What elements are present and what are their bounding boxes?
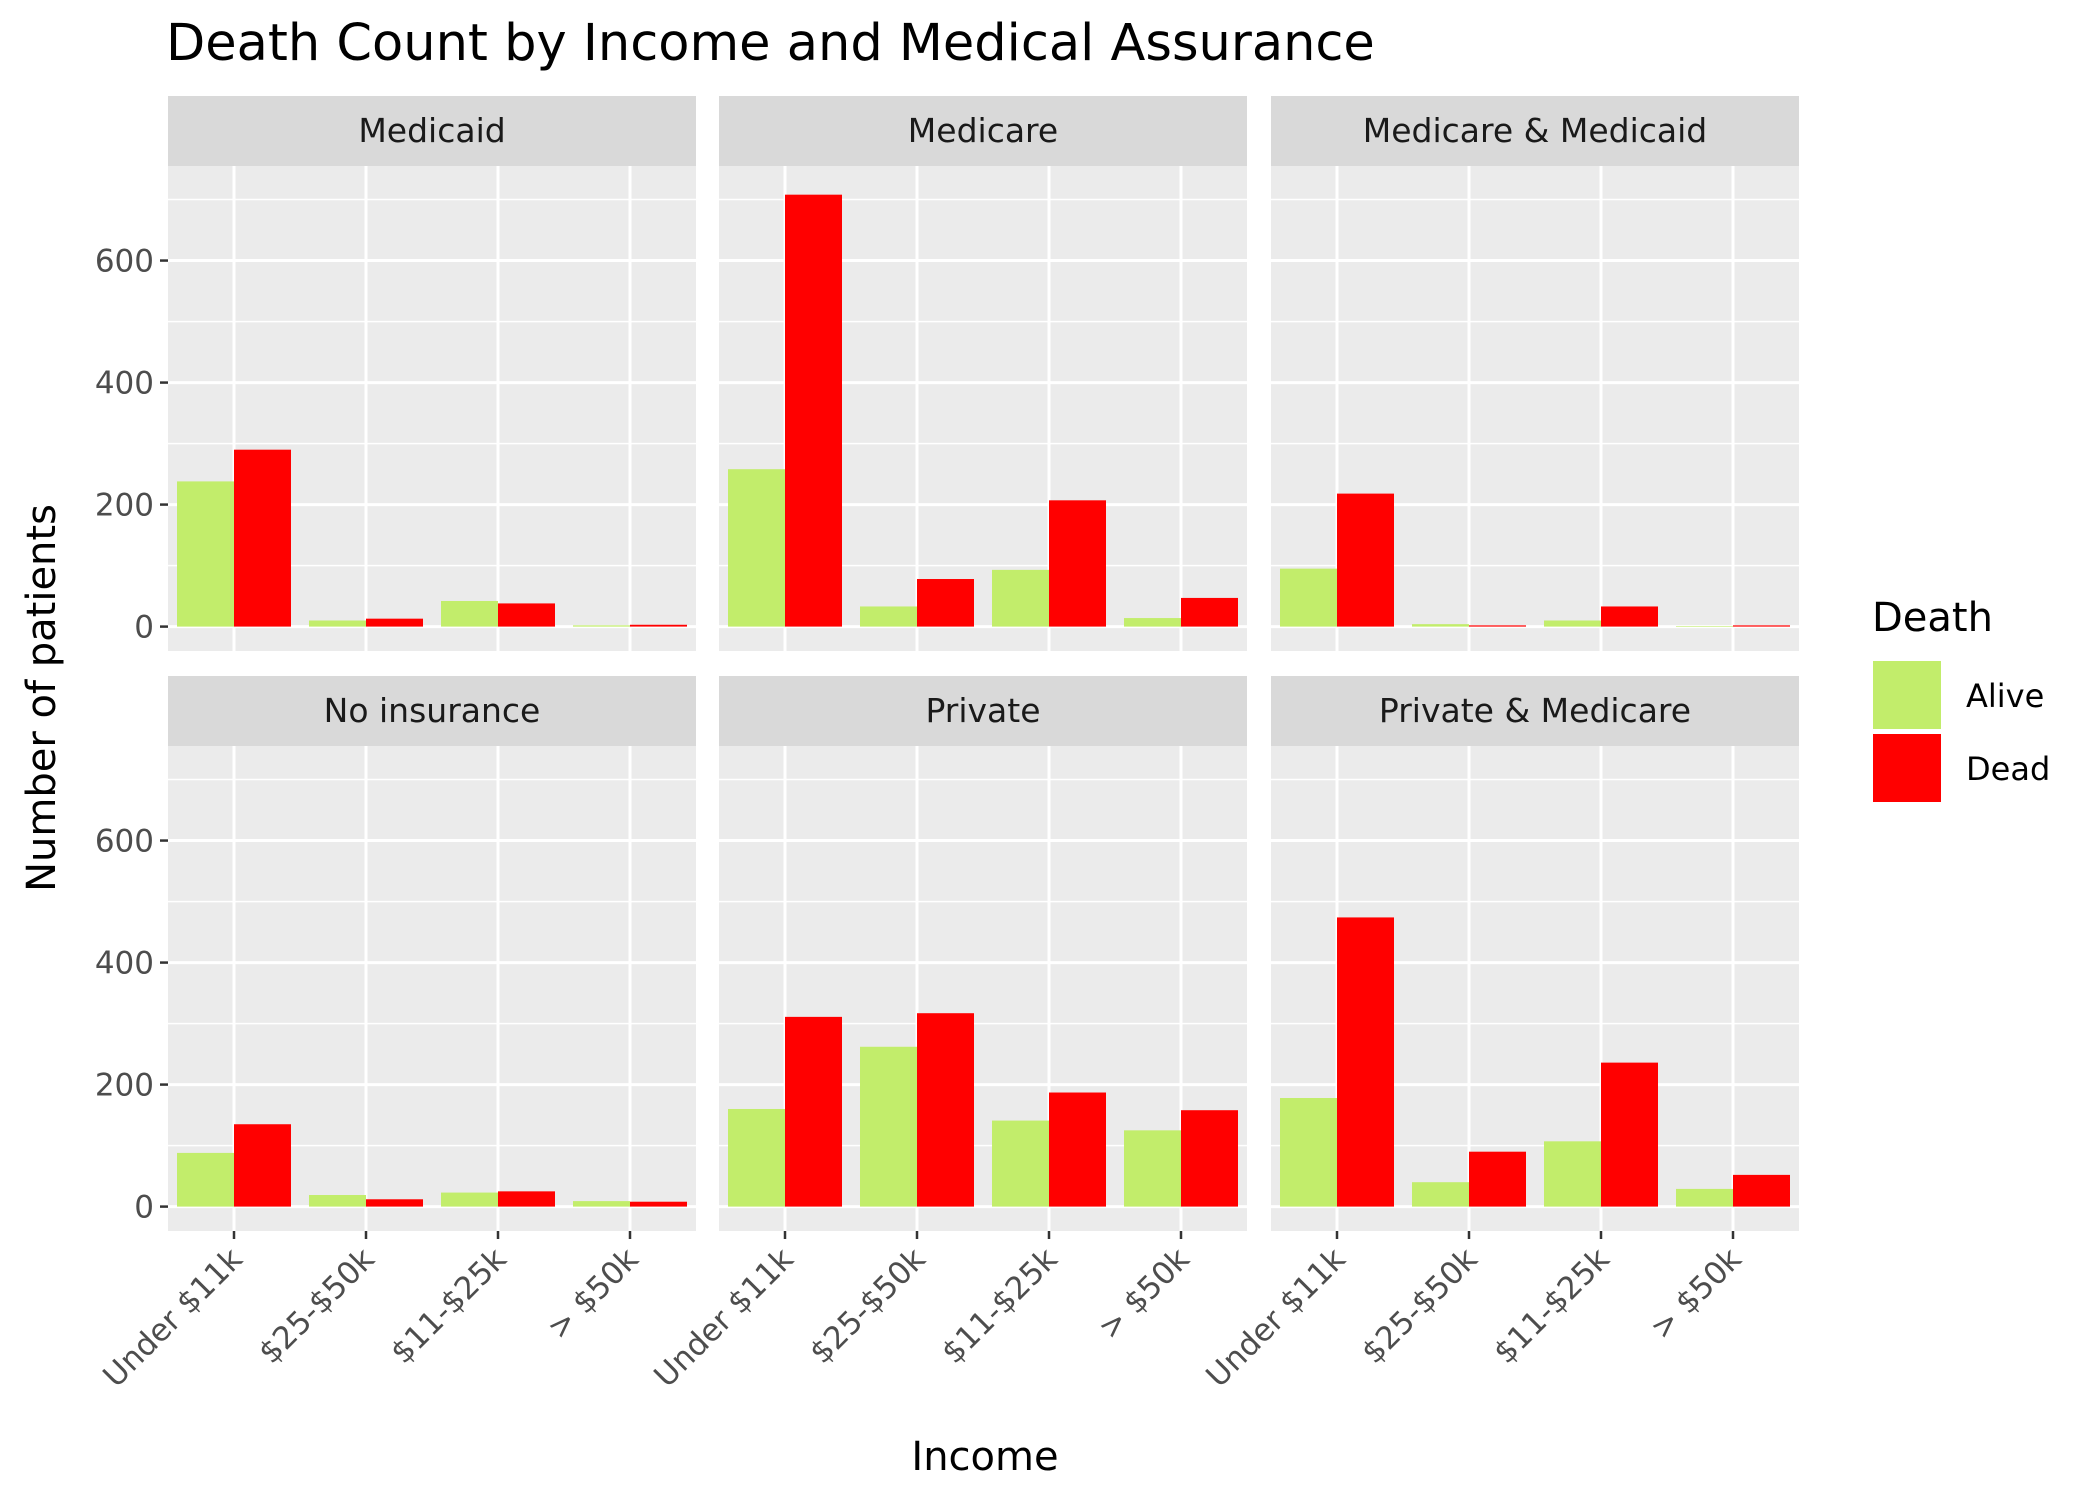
bar-medicare-alive-3 bbox=[992, 569, 1049, 627]
bar-medicaid-alive-2 bbox=[309, 620, 366, 627]
legend-key-dead bbox=[1873, 734, 1941, 802]
bar-medicaid-dead-3 bbox=[498, 603, 555, 627]
bar-medicare-and-medicaid-alive-2 bbox=[1412, 624, 1469, 627]
bar-medicare-and-medicaid-dead-3 bbox=[1601, 606, 1658, 627]
legend-key-alive bbox=[1873, 661, 1941, 729]
bar-medicare-dead-1 bbox=[785, 194, 842, 627]
y-tick-label: 200 bbox=[95, 488, 154, 524]
facet-strip-label: Medicaid bbox=[358, 111, 505, 150]
legend-label-alive: Alive bbox=[1966, 677, 2044, 715]
facet-strip bbox=[719, 96, 1247, 166]
bar-medicaid-alive-1 bbox=[177, 481, 234, 627]
facet-strip bbox=[168, 676, 696, 746]
bar-private-dead-1 bbox=[785, 1016, 842, 1207]
bar-private-and-medicare-alive-1 bbox=[1280, 1098, 1337, 1207]
bar-private-alive-3 bbox=[992, 1120, 1049, 1207]
legend-title: Death bbox=[1872, 595, 1993, 641]
bar-medicare-alive-1 bbox=[728, 469, 785, 627]
bar-medicaid-alive-4 bbox=[573, 625, 630, 627]
bar-private-and-medicare-dead-4 bbox=[1733, 1174, 1790, 1207]
bar-no-insurance-alive-4 bbox=[573, 1201, 630, 1207]
bar-private-dead-2 bbox=[917, 1013, 974, 1207]
bar-private-alive-2 bbox=[860, 1046, 917, 1207]
facet-strip-label: No insurance bbox=[324, 691, 541, 730]
bar-no-insurance-alive-1 bbox=[177, 1152, 234, 1207]
bar-private-alive-1 bbox=[728, 1108, 785, 1207]
y-tick-label: 0 bbox=[134, 610, 154, 646]
facet-medicare: Medicare bbox=[719, 96, 1247, 651]
bar-medicare-and-medicaid-alive-3 bbox=[1544, 620, 1601, 627]
bar-medicare-and-medicaid-dead-1 bbox=[1337, 493, 1394, 627]
facet-strip-label: Private bbox=[925, 691, 1040, 730]
bar-medicaid-dead-4 bbox=[630, 624, 687, 627]
facet-strip bbox=[1271, 96, 1799, 166]
bar-no-insurance-alive-3 bbox=[441, 1192, 498, 1207]
bar-private-and-medicare-dead-1 bbox=[1337, 917, 1394, 1207]
facet-strip-label: Private & Medicare bbox=[1379, 691, 1691, 730]
bar-medicare-and-medicaid-alive-1 bbox=[1280, 568, 1337, 627]
bar-medicare-and-medicaid-alive-4 bbox=[1676, 625, 1733, 627]
bar-medicare-alive-2 bbox=[860, 606, 917, 627]
y-axis-title: Number of patients bbox=[19, 504, 65, 892]
bar-no-insurance-dead-3 bbox=[498, 1191, 555, 1207]
bar-medicare-dead-4 bbox=[1181, 597, 1238, 627]
y-tick-label: 600 bbox=[95, 244, 154, 280]
bar-medicare-and-medicaid-dead-2 bbox=[1469, 625, 1526, 627]
bar-private-and-medicare-alive-3 bbox=[1544, 1141, 1601, 1207]
facet-strip-label: Medicare bbox=[908, 111, 1058, 150]
bar-no-insurance-dead-4 bbox=[630, 1201, 687, 1207]
bar-medicare-dead-2 bbox=[917, 579, 974, 627]
facet-strip bbox=[168, 96, 696, 166]
bar-private-and-medicare-dead-2 bbox=[1469, 1151, 1526, 1207]
bar-private-dead-4 bbox=[1181, 1110, 1238, 1207]
bar-medicare-and-medicaid-dead-4 bbox=[1733, 625, 1790, 627]
bar-private-and-medicare-alive-2 bbox=[1412, 1182, 1469, 1207]
bar-no-insurance-alive-2 bbox=[309, 1195, 366, 1207]
bar-private-dead-3 bbox=[1049, 1092, 1106, 1207]
facet-medicaid: Medicaid 0 200 400 600 bbox=[95, 96, 696, 651]
legend-label-dead: Dead bbox=[1966, 750, 2050, 788]
bar-private-alive-4 bbox=[1124, 1130, 1181, 1207]
bar-medicare-alive-4 bbox=[1124, 618, 1181, 627]
bar-medicaid-alive-3 bbox=[441, 600, 498, 627]
bar-no-insurance-dead-2 bbox=[366, 1199, 423, 1207]
bar-private-and-medicare-alive-4 bbox=[1676, 1188, 1733, 1207]
y-tick-label: 400 bbox=[95, 946, 154, 982]
x-axis-title: Income bbox=[911, 1434, 1058, 1480]
bar-medicaid-dead-2 bbox=[366, 618, 423, 627]
bar-medicaid-dead-1 bbox=[234, 449, 291, 627]
chart-title: Death Count by Income and Medical Assura… bbox=[166, 14, 1375, 73]
y-tick-label: 400 bbox=[95, 366, 154, 402]
facet-strip bbox=[719, 676, 1247, 746]
y-tick-label: 600 bbox=[95, 824, 154, 860]
facet-medicare-and-medicaid: Medicare & Medicaid bbox=[1271, 96, 1799, 651]
legend: Death Alive Dead bbox=[1872, 595, 2050, 802]
facet-strip bbox=[1271, 676, 1799, 746]
y-tick-label: 200 bbox=[95, 1068, 154, 1104]
bar-medicare-dead-3 bbox=[1049, 500, 1106, 627]
bar-private-and-medicare-dead-3 bbox=[1601, 1062, 1658, 1207]
y-tick-label: 0 bbox=[134, 1190, 154, 1226]
facet-panels: Medicaid 0 200 400 600 Medicare Medicare & Med… bbox=[95, 96, 1799, 1395]
bar-no-insurance-dead-1 bbox=[234, 1124, 291, 1207]
facet-strip-label: Medicare & Medicaid bbox=[1363, 111, 1708, 150]
